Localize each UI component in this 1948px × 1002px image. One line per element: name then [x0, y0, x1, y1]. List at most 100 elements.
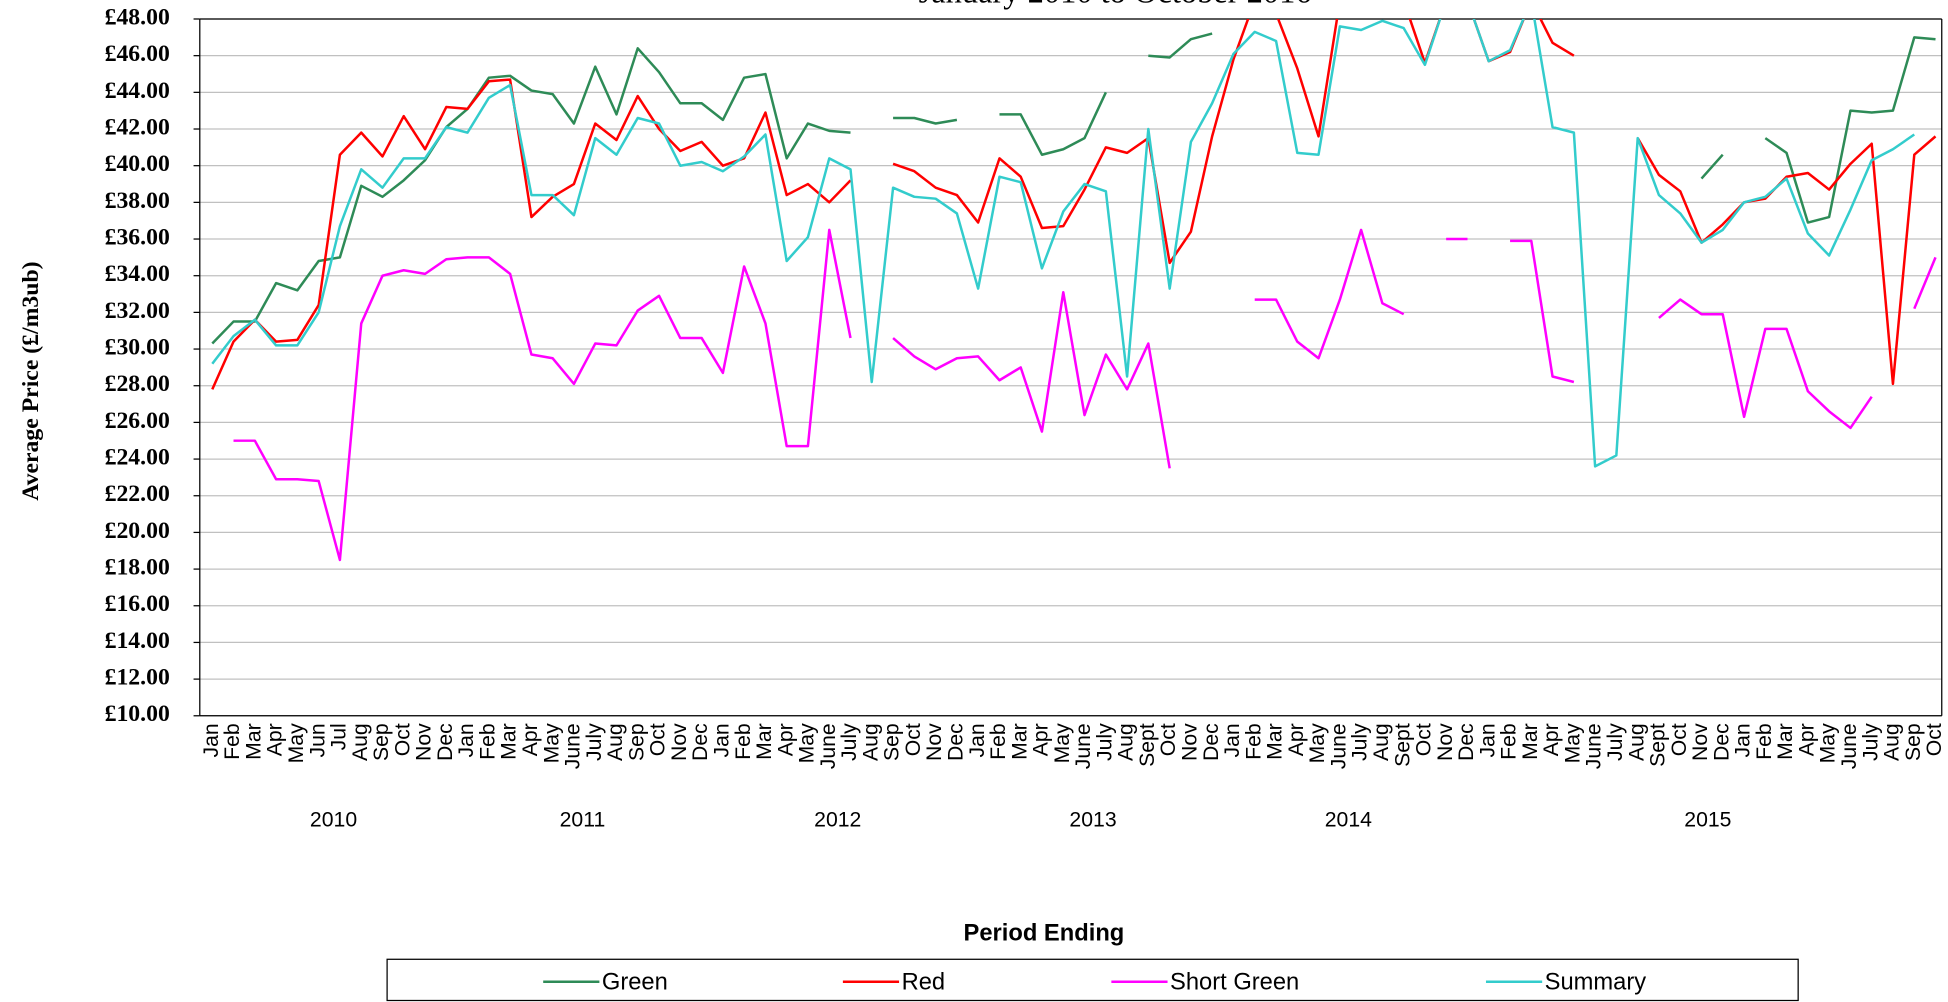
x-tick-label: Sep: [881, 723, 904, 761]
x-tick-label: Apr: [519, 723, 542, 756]
x-tick-label: Apr: [1030, 723, 1053, 756]
x-tick-label: Feb: [221, 723, 244, 760]
x-tick-label: Mar: [1774, 723, 1797, 760]
year-label: 2015: [1684, 808, 1731, 831]
x-axis-title: Period Ending: [964, 921, 1125, 947]
x-tick-label: Mar: [1519, 723, 1542, 760]
y-tick-label: £28.00: [105, 371, 170, 397]
legend-label: Summary: [1545, 969, 1647, 995]
series-line: [211, 18, 1915, 468]
x-tick-label: Jun: [306, 723, 329, 757]
y-tick-label: £32.00: [105, 298, 170, 324]
x-tick-label: Sept: [1391, 723, 1414, 767]
y-tick-label: £46.00: [105, 41, 170, 67]
x-tick-label: May: [796, 723, 819, 763]
x-tick-label: May: [1306, 723, 1329, 763]
x-tick-label: Aug: [1881, 723, 1904, 761]
x-tick-label: Feb: [476, 723, 499, 760]
x-tick-label: Mar: [1008, 723, 1031, 760]
x-tick-label: Sept: [1136, 723, 1159, 767]
x-tick-label: Apr: [1285, 723, 1308, 756]
x-tick-label: June: [817, 723, 840, 769]
legend-label: Green: [602, 969, 668, 995]
series-line: [211, 18, 1937, 390]
x-tick-label: Aug: [1115, 723, 1138, 761]
y-tick-label: £48.00: [105, 4, 170, 30]
x-tick-label: Feb: [1242, 723, 1265, 760]
legend-box: [386, 958, 1799, 1002]
x-tick-label: Sep: [625, 723, 648, 761]
x-tick-label: July: [1859, 723, 1882, 761]
x-tick-label: Jan: [455, 723, 478, 757]
y-tick-label: £22.00: [105, 481, 170, 507]
x-tick-label: Oct: [647, 723, 670, 756]
x-tick-label: Dec: [689, 723, 712, 761]
y-tick-label: £40.00: [105, 151, 170, 177]
x-tick-label: Oct: [1413, 723, 1436, 756]
chart-title: January 2010 to October 2016: [919, 0, 1312, 11]
x-tick-label: Nov: [668, 723, 691, 761]
y-tick-label: £38.00: [105, 188, 170, 214]
x-tick-label: Oct: [902, 723, 925, 756]
x-tick-label: July: [1349, 723, 1372, 761]
y-tick-label: £36.00: [105, 224, 170, 250]
x-tick-label: Dec: [434, 723, 457, 761]
x-tick-label: Feb: [732, 723, 755, 760]
x-tick-label: Dec: [1710, 723, 1733, 761]
x-tick-label: Oct: [1668, 723, 1691, 756]
x-tick-label: June: [562, 723, 585, 769]
x-tick-label: Aug: [349, 723, 372, 761]
year-label: 2011: [560, 808, 606, 831]
x-tick-label: Mar: [753, 723, 776, 760]
legend-label: Short Green: [1170, 969, 1299, 995]
y-tick-label: £16.00: [105, 591, 170, 617]
x-tick-label: Jan: [1221, 723, 1244, 757]
y-tick-label: £26.00: [105, 408, 170, 434]
x-tick-label: Sept: [1647, 723, 1670, 767]
x-tick-label: May: [1817, 723, 1840, 763]
y-tick-label: £18.00: [105, 555, 170, 581]
x-tick-label: May: [540, 723, 563, 763]
x-tick-label: Mar: [242, 723, 265, 760]
y-tick-label: £10.00: [105, 701, 170, 727]
series-line: [233, 228, 1937, 562]
x-tick-label: Jan: [1476, 723, 1499, 757]
x-tick-label: Oct: [1923, 723, 1946, 756]
legend-label: Red: [902, 969, 946, 995]
series-group: [211, 18, 1937, 562]
x-tick-label: Dec: [944, 723, 967, 761]
series-line: [211, 32, 1936, 345]
x-tick-label: June: [1072, 723, 1095, 769]
x-tick-label: Dec: [1455, 723, 1478, 761]
x-tick-label: Feb: [1753, 723, 1776, 760]
x-tick-label: Nov: [1179, 723, 1202, 761]
x-tick-label: Apr: [1540, 723, 1563, 756]
x-tick-label: Mar: [498, 723, 521, 760]
x-tick-label: June: [1838, 723, 1861, 769]
x-tick-label: July: [838, 723, 861, 761]
x-tick-label: June: [1583, 723, 1606, 769]
x-tick-label: Oct: [1157, 723, 1180, 756]
x-tick-label: Sep: [1902, 723, 1925, 761]
x-tick-label: Jan: [710, 723, 733, 757]
y-tick-label: £20.00: [105, 518, 170, 544]
x-tick-label: Jul: [328, 723, 351, 750]
x-tick-label: Nov: [413, 723, 436, 761]
x-tick-label: Feb: [987, 723, 1010, 760]
y-tick-label: £44.00: [105, 78, 170, 104]
x-tick-label: Nov: [1689, 723, 1712, 761]
x-tick-label: May: [285, 723, 308, 763]
x-tick-label: Oct: [391, 723, 414, 756]
x-tick-label: Feb: [1498, 723, 1521, 760]
x-tick-label: Jan: [1732, 723, 1755, 757]
y-tick-label: £30.00: [105, 334, 170, 360]
x-tick-label: Aug: [1370, 723, 1393, 761]
year-label: 2012: [814, 808, 861, 831]
x-tick-label: May: [1561, 723, 1584, 763]
year-label: 2014: [1325, 808, 1372, 831]
year-label: 2013: [1069, 808, 1116, 831]
x-tick-label: Aug: [604, 723, 627, 761]
y-tick-label: £12.00: [105, 665, 170, 691]
y-tick-label: £24.00: [105, 445, 170, 471]
x-tick-label: July: [1093, 723, 1116, 761]
